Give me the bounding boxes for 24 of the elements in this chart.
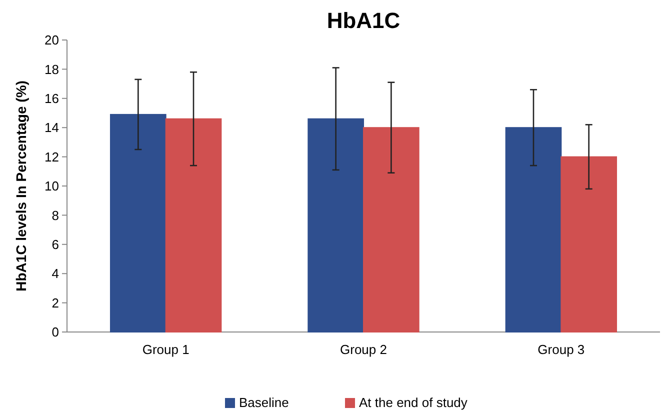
y-tick-label: 0 — [52, 324, 59, 340]
y-axis-title: HbA1C levels In Percentage (%) — [13, 80, 29, 292]
bar — [308, 118, 364, 332]
y-tick-label: 6 — [52, 236, 59, 252]
y-tick-label: 16 — [44, 90, 59, 106]
y-tick-label: 18 — [44, 62, 59, 77]
y-tick-label: 10 — [44, 178, 59, 194]
x-tick-label: Group 3 — [538, 342, 585, 357]
chart-title: HbA1C — [326, 8, 400, 33]
bar — [363, 127, 420, 332]
bar — [110, 114, 166, 332]
y-tick-label: 14 — [44, 120, 59, 136]
y-tick-label: 2 — [52, 295, 59, 310]
y-tick-label: 20 — [44, 32, 59, 48]
x-tick-label: Group 2 — [340, 342, 387, 357]
y-tick-label: 4 — [52, 266, 59, 282]
y-tick-label: 12 — [44, 149, 59, 164]
bar — [560, 156, 618, 332]
legend-label: At the end of study — [359, 395, 468, 410]
x-tick-label: Group 1 — [142, 342, 190, 357]
legend-label: Baseline — [239, 395, 289, 410]
bar — [505, 127, 562, 332]
bar — [165, 118, 222, 332]
y-tick-label: 8 — [52, 208, 59, 223]
